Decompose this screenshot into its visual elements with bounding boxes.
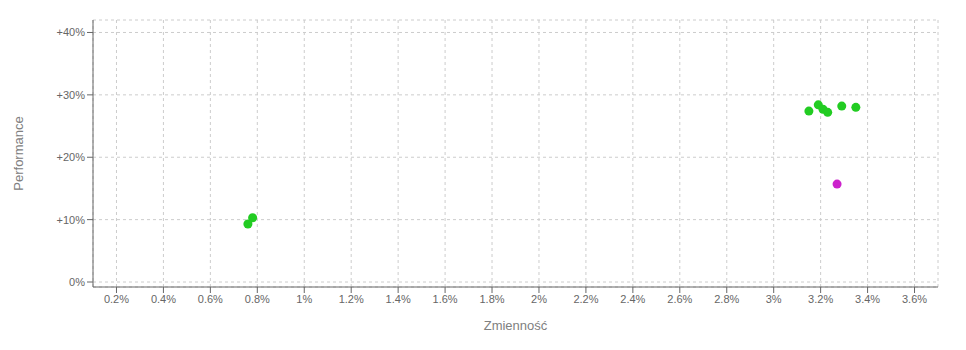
svg-text:Zmienność: Zmienność — [484, 318, 548, 333]
svg-text:3%: 3% — [766, 293, 782, 305]
svg-text:2.8%: 2.8% — [714, 293, 739, 305]
svg-text:+10%: +10% — [57, 214, 86, 226]
svg-text:0.6%: 0.6% — [198, 293, 223, 305]
svg-text:0.4%: 0.4% — [151, 293, 176, 305]
svg-text:1.4%: 1.4% — [386, 293, 411, 305]
svg-text:2%: 2% — [531, 293, 547, 305]
svg-text:2.2%: 2.2% — [573, 293, 598, 305]
svg-text:+40%: +40% — [57, 26, 86, 38]
svg-text:0.8%: 0.8% — [245, 293, 270, 305]
svg-text:1.6%: 1.6% — [433, 293, 458, 305]
svg-text:1%: 1% — [296, 293, 312, 305]
svg-text:0%: 0% — [69, 276, 85, 288]
svg-text:+20%: +20% — [57, 151, 86, 163]
svg-text:0.2%: 0.2% — [104, 293, 129, 305]
svg-text:Performance: Performance — [11, 116, 26, 190]
svg-text:2.6%: 2.6% — [667, 293, 692, 305]
svg-text:1.8%: 1.8% — [479, 293, 504, 305]
svg-text:2.4%: 2.4% — [620, 293, 645, 305]
svg-text:+30%: +30% — [57, 89, 86, 101]
svg-text:3.6%: 3.6% — [902, 293, 927, 305]
svg-text:3.4%: 3.4% — [855, 293, 880, 305]
svg-text:1.2%: 1.2% — [339, 293, 364, 305]
svg-text:3.2%: 3.2% — [808, 293, 833, 305]
